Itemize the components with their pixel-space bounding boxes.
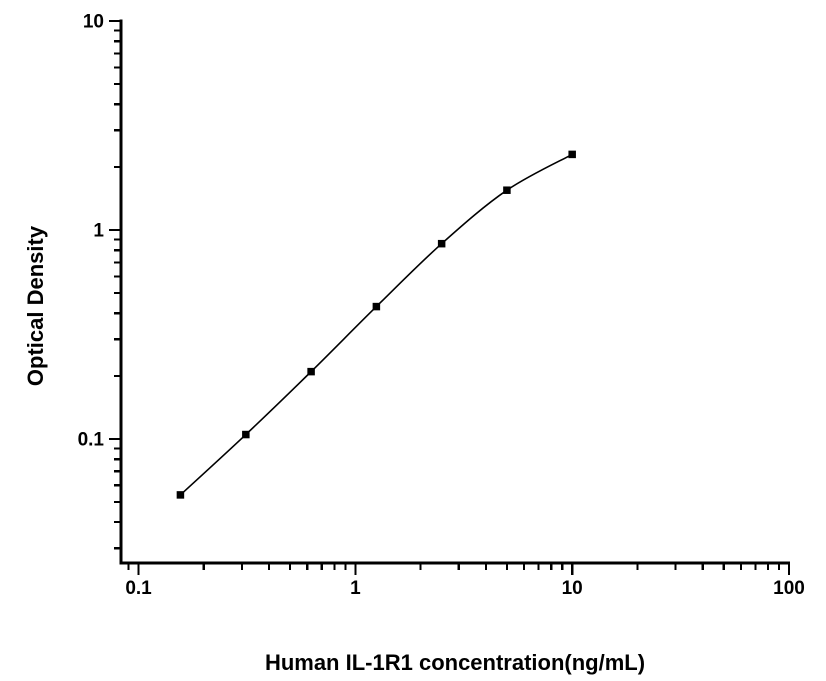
y-tick-label: 10 [83,12,104,33]
data-point-marker [372,302,381,311]
data-point-marker [307,367,315,376]
x-tick-label: 10 [562,578,583,599]
data-point-marker [176,491,185,499]
x-axis-title: Human IL-1R1 concentration(ng/mL) [264,650,646,675]
x-tick-label: 100 [773,578,805,599]
x-tick-label: 1 [350,578,361,599]
x-tick-label: 0.1 [125,578,152,599]
data-point-marker [242,430,250,439]
y-axis-title: Optical Density [23,225,48,387]
standard-curve-line [179,153,573,496]
data-point-marker [437,239,446,248]
y-tick-label: 0.1 [78,429,105,450]
y-tick-label: 1 [93,220,104,241]
data-point-marker [503,186,511,194]
data-point-marker [568,150,576,159]
